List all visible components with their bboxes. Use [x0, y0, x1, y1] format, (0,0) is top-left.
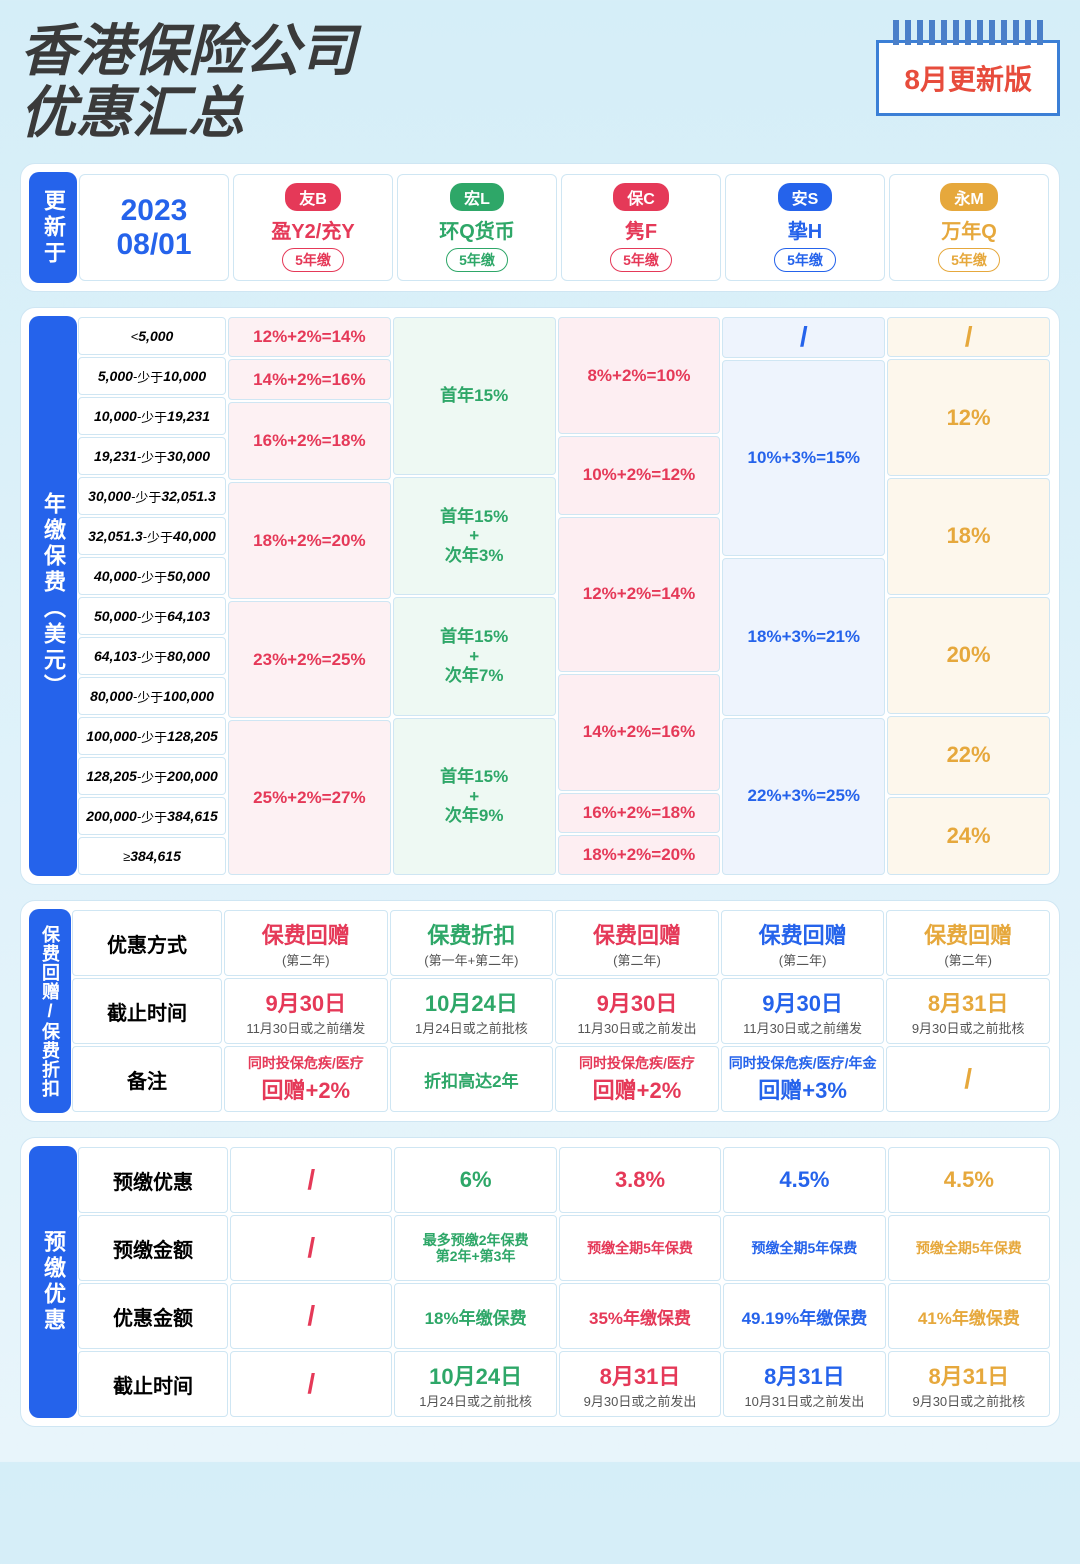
tier-cell: 80,000 - 少于 100,000 [78, 677, 226, 715]
company-m: 永M 万年Q 5年缴 [889, 174, 1049, 281]
update-badge: 8月更新版 [876, 40, 1060, 116]
premium-card: 年缴保费（美元） <5,0005,000 - 少于 10,00010,000 -… [20, 307, 1060, 885]
company-c: 保C 隽F 5年缴 [561, 174, 721, 281]
tier-cell: 32,051.3 - 少于 40,000 [78, 517, 226, 555]
date-box: 2023 08/01 [79, 174, 229, 281]
prepay-bonus-row: 优惠金额 / 18%年缴保费 35%年缴保费 49.19%年缴保费 41%年缴保… [77, 1282, 1051, 1350]
title-line1: 香港保险公司 [20, 20, 356, 82]
prepay-end-row: 截止时间 / 10月24日1月24日或之前批核 8月31日9月30日或之前发出 … [77, 1350, 1051, 1418]
tier-cell: 30,000 - 少于 32,051.3 [78, 477, 226, 515]
company-l: 宏L 环Q货币 5年缴 [397, 174, 557, 281]
update-badge-wrap: 8月更新版 [876, 20, 1060, 116]
col-c: 8%+2%=10% 10%+2%=12% 12%+2%=14% 14%+2%=1… [557, 316, 722, 876]
tier-cell: 40,000 - 少于 50,000 [78, 557, 226, 595]
rebate-note-row: 备注 同时投保危疾/医疗回赠+2% 折扣高达2年 同时投保危疾/医疗回赠+2% … [71, 1045, 1051, 1113]
col-m: / 12% 18% 20% 22% 24% [886, 316, 1051, 876]
tier-cell: 200,000 - 少于 384,615 [78, 797, 226, 835]
rebate-side-label: 保费回赠/保费折扣 [29, 909, 71, 1113]
premium-table: <5,0005,000 - 少于 10,00010,000 - 少于 19,23… [77, 316, 1051, 876]
rebate-method-row: 优惠方式 保费回赠(第二年) 保费折扣(第一年+第二年) 保费回赠(第二年) 保… [71, 909, 1051, 977]
tier-column: <5,0005,000 - 少于 10,00010,000 - 少于 19,23… [77, 316, 227, 876]
prepay-disc-row: 预缴优惠 / 6% 3.8% 4.5% 4.5% [77, 1146, 1051, 1214]
tier-cell: 10,000 - 少于 19,231 [78, 397, 226, 435]
rebate-card: 保费回赠/保费折扣 优惠方式 保费回赠(第二年) 保费折扣(第一年+第二年) 保… [20, 900, 1060, 1122]
col-s: / 10%+3%=15% 18%+3%=21% 22%+3%=25% [721, 316, 886, 876]
header: 香港保险公司 优惠汇总 8月更新版 [20, 20, 1060, 143]
header-card: 更新于 2023 08/01 友B 盈Y2/充Y 5年缴 宏L 环Q货币 5年缴… [20, 163, 1060, 292]
rebate-deadline-row: 截止时间 9月30日11月30日或之前缮发 10月24日1月24日或之前批核 9… [71, 977, 1051, 1045]
col-b: 12%+2%=14% 14%+2%=16% 16%+2%=18% 18%+2%=… [227, 316, 392, 876]
tier-cell: 128,205 - 少于 200,000 [78, 757, 226, 795]
premium-side-label: 年缴保费（美元） [29, 316, 77, 876]
badge-tape-icon [893, 20, 1043, 45]
tier-cell: 100,000 - 少于 128,205 [78, 717, 226, 755]
tier-cell: ≥ 384,615 [78, 837, 226, 875]
tier-cell: 64,103 - 少于 80,000 [78, 637, 226, 675]
title-line2: 优惠汇总 [20, 82, 356, 144]
tier-cell: 50,000 - 少于 64,103 [78, 597, 226, 635]
update-side-label: 更新于 [29, 172, 77, 283]
company-s: 安S 挚H 5年缴 [725, 174, 885, 281]
prepay-side-label: 预缴优惠 [29, 1146, 77, 1418]
col-l: 首年15% 首年15% + 次年3% 首年15% + 次年7% 首年15% + … [392, 316, 557, 876]
prepay-card: 预缴优惠 预缴优惠 / 6% 3.8% 4.5% 4.5% 预缴金额 / 最多预… [20, 1137, 1060, 1427]
tier-cell: <5,000 [78, 317, 226, 355]
tier-cell: 5,000 - 少于 10,000 [78, 357, 226, 395]
prepay-amt-row: 预缴金额 / 最多预缴2年保费 第2年+第3年 预缴全期5年保费 预缴全期5年保… [77, 1214, 1051, 1282]
tier-cell: 19,231 - 少于 30,000 [78, 437, 226, 475]
company-b: 友B 盈Y2/充Y 5年缴 [233, 174, 393, 281]
